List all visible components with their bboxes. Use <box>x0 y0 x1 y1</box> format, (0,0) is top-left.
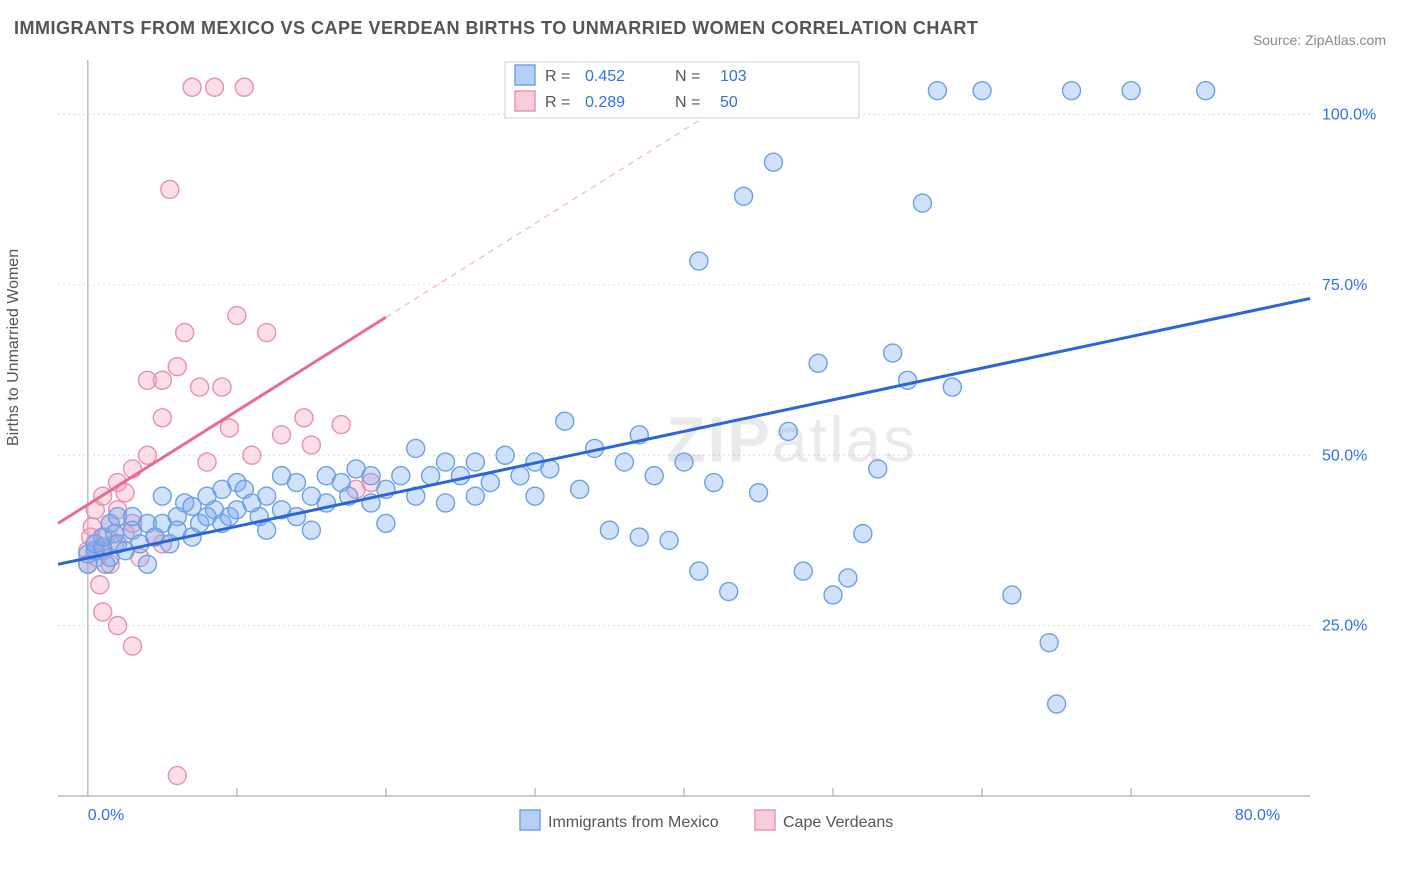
scatter-plot: 25.0%50.0%75.0%100.0%0.0%80.0%ZIPatlasR … <box>50 56 1390 836</box>
legend-swatch <box>515 91 535 111</box>
legend-r-label: R = <box>545 68 570 85</box>
series-capeverdean <box>79 78 380 784</box>
legend-n-label: N = <box>675 68 700 85</box>
series-legend: Immigrants from Mexico Cape Verdeans <box>520 810 893 831</box>
x-tick-label: 80.0% <box>1235 807 1280 824</box>
legend-swatch <box>520 810 540 830</box>
source-attribution: Source: ZipAtlas.com <box>1253 32 1386 48</box>
legend-swatch <box>755 810 775 830</box>
trend-line <box>58 299 1310 565</box>
y-axis-label: Births to Unmarried Women <box>5 249 23 446</box>
y-tick-label: 100.0% <box>1322 107 1376 124</box>
legend-r-value: 0.452 <box>585 68 625 85</box>
legend-series-label: Immigrants from Mexico <box>548 814 719 831</box>
legend-n-value: 103 <box>720 68 747 85</box>
legend-r-value: 0.289 <box>585 94 625 111</box>
chart-title: IMMIGRANTS FROM MEXICO VS CAPE VERDEAN B… <box>14 18 978 39</box>
y-tick-label: 50.0% <box>1322 447 1367 464</box>
legend-n-value: 50 <box>720 94 738 111</box>
y-tick-label: 25.0% <box>1322 618 1367 635</box>
legend-swatch <box>515 65 535 85</box>
legend-n-label: N = <box>675 94 700 111</box>
legend-series-label: Cape Verdeans <box>783 814 893 831</box>
y-tick-label: 75.0% <box>1322 277 1367 294</box>
legend-r-label: R = <box>545 94 570 111</box>
series-mexico <box>79 82 1215 713</box>
x-tick-label: 0.0% <box>88 807 124 824</box>
